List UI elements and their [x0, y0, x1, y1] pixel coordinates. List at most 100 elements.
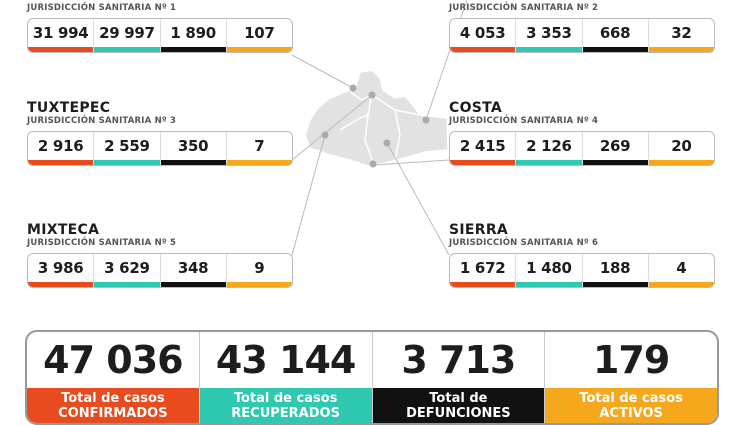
- label-line1: Total de: [429, 391, 488, 406]
- stat-confirmed: 31 994: [28, 19, 95, 52]
- total-label: Total de casos RECUPERADOS: [199, 388, 372, 423]
- stat-recovered: 1 480: [516, 254, 583, 287]
- total-value: 3 713: [401, 338, 516, 382]
- region-valles-centrales: VALLES CENTRALESJURISDICCIÓN SANITARIA N…: [27, 0, 293, 53]
- region-sierra: SIERRA JURISDICCIÓN SANITARIA Nº 6 1 672 1 …: [449, 222, 715, 288]
- stat-value: 29 997: [99, 24, 155, 42]
- stat-confirmed: 1 672: [450, 254, 517, 287]
- stat-value: 9: [254, 259, 265, 277]
- stat-confirmed: 3 986: [28, 254, 95, 287]
- total-value: 43 144: [215, 338, 356, 382]
- stat-value: 2 916: [37, 137, 84, 155]
- map-point-valles: [349, 84, 357, 92]
- region-name: MIXTECA: [27, 222, 100, 238]
- map-point-istmo: [422, 116, 430, 124]
- stat-active: 20: [648, 132, 714, 165]
- total-label: Total de casos ACTIVOS: [545, 388, 717, 423]
- stat-value: 2 559: [104, 137, 150, 155]
- stat-color-bar: [28, 47, 94, 52]
- stat-deaths: 348: [160, 254, 227, 287]
- stat-color-bar: [450, 47, 516, 52]
- stat-deaths: 668: [582, 19, 649, 52]
- stat-color-bar: [226, 47, 292, 52]
- total-confirmed: 47 036 Total de casos CONFIRMADOS: [27, 332, 200, 423]
- stat-active: 9: [226, 254, 292, 287]
- stat-color-bar: [160, 282, 226, 287]
- stat-value: 4: [676, 259, 687, 277]
- stat-color-bar: [516, 282, 582, 287]
- stat-value: 107: [244, 24, 275, 42]
- stat-color-bar: [28, 160, 94, 165]
- stat-recovered: 2 559: [94, 132, 161, 165]
- region-jurisdiction: JURISDICCIÓN SANITARIA Nº 6: [449, 238, 599, 248]
- stat-color-bar: [226, 282, 292, 287]
- stat-color-bar: [226, 160, 292, 165]
- stat-value: 31 994: [32, 24, 89, 42]
- stat-recovered: 3 629: [94, 254, 161, 287]
- stat-value: 348: [177, 259, 209, 277]
- stat-color-bar: [450, 282, 516, 287]
- region-stats-card: 3 986 3 629 348 9: [27, 253, 293, 288]
- stat-color-bar: [582, 47, 648, 52]
- total-value: 47 036: [43, 338, 183, 382]
- stat-color-bar: [160, 47, 226, 52]
- stat-color-bar: [582, 160, 648, 165]
- region-jurisdiction: JURISDICCIÓN SANITARIA Nº 2: [449, 3, 599, 13]
- label-line2: DEFUNCIONES: [406, 406, 511, 421]
- region-name: SIERRA: [449, 222, 509, 238]
- total-label: Total de DEFUNCIONES: [372, 388, 545, 423]
- region-istmo: ISTMOJURISDICCIÓN SANITARIA Nº 2 4 053 3 3…: [449, 0, 715, 53]
- map-point-costa: [369, 160, 377, 168]
- region-costa: COSTA JURISDICCIÓN SANITARIA Nº 4 2 415 2 1…: [449, 100, 715, 166]
- total-active: 179 Total de casos ACTIVOS: [545, 332, 717, 423]
- stat-value: 3 986: [37, 259, 84, 277]
- stat-confirmed: 2 916: [28, 132, 95, 165]
- stat-color-bar: [94, 282, 160, 287]
- stat-value: 4 053: [459, 24, 506, 42]
- total-deaths: 3 713 Total de DEFUNCIONES: [372, 332, 546, 423]
- stat-deaths: 350: [160, 132, 227, 165]
- stat-color-bar: [160, 160, 226, 165]
- stat-color-bar: [582, 282, 648, 287]
- stat-confirmed: 2 415: [450, 132, 517, 165]
- stat-value: 32: [671, 24, 692, 42]
- region-jurisdiction: JURISDICCIÓN SANITARIA Nº 3: [27, 116, 177, 126]
- region-jurisdiction: JURISDICCIÓN SANITARIA Nº 4: [449, 116, 599, 126]
- stat-recovered: 29 997: [94, 19, 161, 52]
- stat-value: 350: [177, 137, 209, 155]
- stat-value: 2 415: [459, 137, 506, 155]
- map-borders: [339, 91, 421, 161]
- stat-confirmed: 4 053: [450, 19, 517, 52]
- label-line1: Total de casos: [579, 391, 683, 406]
- region-name: COSTA: [449, 100, 503, 116]
- stat-deaths: 1 890: [160, 19, 227, 52]
- region-name: VALLES CENTRALES: [27, 0, 293, 3]
- stat-active: 7: [226, 132, 292, 165]
- stat-color-bar: [648, 47, 714, 52]
- label-line2: ACTIVOS: [599, 406, 663, 421]
- map-point-mixteca: [321, 131, 329, 139]
- stat-color-bar: [450, 160, 516, 165]
- stat-value: 188: [599, 259, 631, 277]
- stat-active: 32: [648, 19, 714, 52]
- stat-value: 1 890: [170, 24, 216, 42]
- stat-value: 3 353: [526, 24, 572, 42]
- stat-color-bar: [516, 47, 582, 52]
- region-stats-card: 2 916 2 559 350 7: [27, 131, 293, 166]
- total-label: Total de casos CONFIRMADOS: [27, 388, 199, 423]
- stat-value: 269: [599, 137, 631, 155]
- stat-color-bar: [28, 282, 94, 287]
- region-jurisdiction: JURISDICCIÓN SANITARIA Nº 1: [27, 3, 177, 13]
- stat-value: 1 672: [459, 259, 506, 277]
- label-line1: Total de casos: [61, 391, 165, 406]
- total-recovered: 43 144 Total de casos RECUPERADOS: [199, 332, 373, 423]
- stat-recovered: 3 353: [516, 19, 583, 52]
- stat-active: 107: [226, 19, 292, 52]
- stat-value: 20: [671, 137, 692, 155]
- stat-deaths: 269: [582, 132, 649, 165]
- stat-color-bar: [516, 160, 582, 165]
- stat-color-bar: [94, 47, 160, 52]
- stat-value: 1 480: [526, 259, 572, 277]
- stat-color-bar: [648, 282, 714, 287]
